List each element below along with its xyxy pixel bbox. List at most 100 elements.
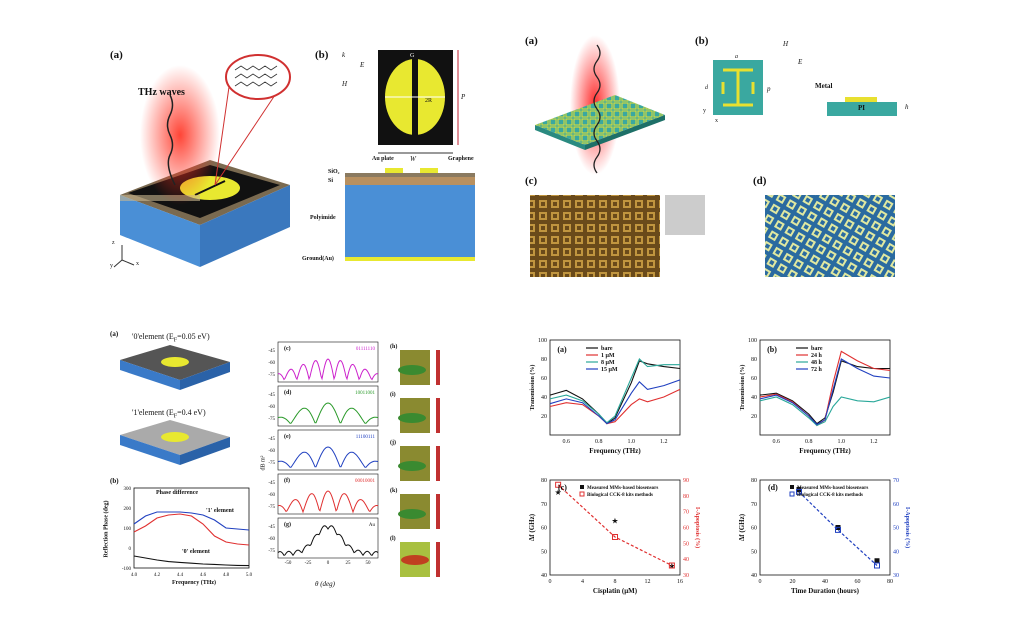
pattern-code: 11100111 [356,435,376,440]
y-tick-label: 50 [541,549,547,555]
vec-h: H [342,80,348,88]
bl-ylabel: Reflection Phase (deg) [103,500,110,558]
thz-beam [140,65,220,205]
cck8-marker [835,526,841,533]
y-axis-title: Transmission (%) [739,365,746,411]
pattern-y-tick: -60 [268,537,275,542]
y-tick-label: 300 [124,487,132,492]
elem0-sub: F [173,337,178,344]
series-line [759,396,891,427]
axis-icon-z: z [112,240,115,246]
tr-axis-y: y [703,108,706,114]
pattern-frame [277,473,379,515]
sio2-label: SiO₂ [328,169,340,175]
series-line [759,360,890,425]
y-tick-label: 200 [124,507,132,512]
tr-dim-p: p [767,85,771,93]
y-axis-title: Δf (GHz) [528,513,536,541]
pattern-code: 00010001 [355,479,376,484]
tr-panel-b: (b) [695,35,709,47]
curve0-label: '0' element [182,549,210,555]
x-tick-label: 5.0 [246,573,253,578]
series-line [133,511,250,531]
pattern-tag: (c) [284,345,291,352]
x-tick-label: 4.6 [200,573,207,578]
legend-swatch [580,485,584,489]
chart-panel-tag: (d) [768,483,778,492]
chart-frame [549,479,681,576]
phase-chart: 4.0 4.2 4.4 4.6 4.8 5.0 300 200 100 0 -100 [122,487,253,578]
bl-panel-a: (a) [110,330,119,338]
far-j: (j) [390,440,396,446]
pattern-tag: (e) [284,433,291,440]
photo-c-inset [665,195,705,235]
cck8-marker [555,481,562,488]
measured-marker [874,558,880,564]
y-tick-label: 60 [541,376,547,382]
x-tick-label: 16 [677,579,683,585]
legend-label: bare [601,346,613,352]
y2-axis-title: I-Apoptosis (%) [904,507,911,548]
dim-p: P [461,93,466,101]
y-tick-label: 60 [751,526,757,532]
y2-tick-label: 40 [683,557,689,563]
figure-bottom-left: 4.0 4.2 4.4 4.6 4.8 5.0 300 200 100 0 -100 (c) 0111… [104,330,490,590]
theta-tick: -50 [285,561,292,566]
pattern-code: 10011001 [355,391,375,396]
pattern-curve [277,358,379,381]
pattern-curve [277,525,379,557]
cck8-marker [612,534,618,540]
y-tick-label: 70 [541,502,547,508]
y-tick-label: 100 [748,338,757,344]
pattern-tag: (f) [284,477,290,484]
cck8-marker [874,562,880,569]
vec-e: E [360,61,365,69]
pattern-y-tick: -45 [268,437,275,442]
cck8-marker [668,562,675,569]
x-tick-label: 80 [887,579,893,585]
theta-tick: 50 [366,561,372,566]
y-tick-label: 100 [538,338,547,344]
legend-label: 8 μM [601,360,615,366]
far-k: (k) [390,488,398,494]
measured-marker: ★ [611,516,618,525]
theta-label: θ (deg) [315,580,335,588]
series-line [549,379,681,425]
y-tick-label: 50 [751,549,757,555]
x-tick-label: 1.2 [660,439,668,445]
legend-label: 1 μM [601,353,615,359]
tr-panel-d: (d) [753,175,767,187]
x-tick-label: 8 [614,579,617,585]
y-tick-label: 80 [751,478,757,484]
pattern-y-tick: -60 [268,361,275,366]
polyimide-layer [345,185,475,257]
y-tick-label: 20 [751,414,757,420]
pattern-y-tick: -45 [268,349,275,354]
chart-frame [133,487,250,569]
tr-dim-a: a [735,54,738,60]
pattern-frame [277,385,379,427]
thz-label: THz waves [138,87,185,98]
chart-frame [759,479,891,576]
measured-marker: ★ [668,562,675,571]
tr-vec-e: E [798,58,803,66]
tl-panel-b: (b) [315,49,329,61]
y2-tick-label: 50 [893,526,899,532]
elem0-val: =0.05 eV) [177,332,210,341]
legend-label: 24 h [811,353,823,359]
y-tick-label: 40 [541,395,547,401]
axes-icon [113,245,135,268]
chart-panel-tag: (c) [558,483,567,492]
bl-xlabel: Frequency (THz) [172,580,217,586]
tr-vec-h: H [783,40,789,48]
y2-tick-label: 30 [683,573,689,579]
pattern-code: Au [369,523,376,528]
pattern-y-tick: -45 [268,393,275,398]
elem0-text: '0'element (E [132,332,174,341]
series-line [133,555,250,567]
x-tick-label: 1.0 [628,439,636,445]
y2-tick-label: 70 [893,478,899,484]
y2-tick-label: 80 [683,494,689,500]
